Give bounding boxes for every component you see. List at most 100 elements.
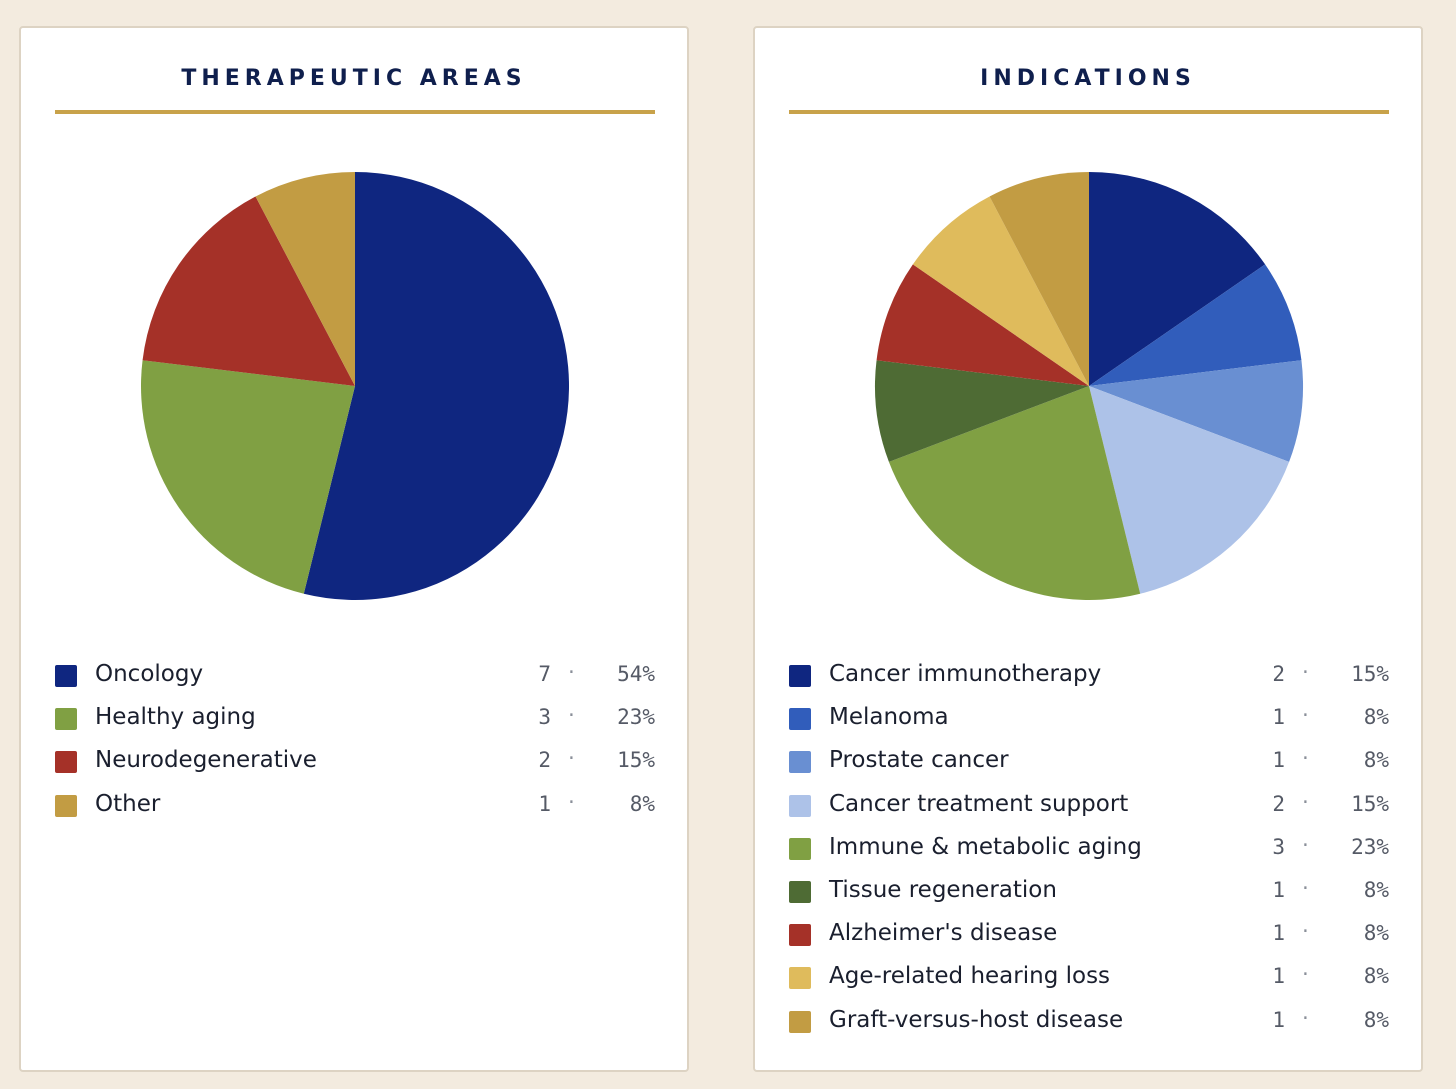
legend-label: Graft-versus-host disease bbox=[829, 1006, 1124, 1033]
legend-label: Healthy aging bbox=[95, 704, 256, 731]
legend-swatch bbox=[55, 665, 77, 687]
legend-percent: 8% bbox=[629, 791, 655, 816]
legend-separator: · bbox=[1300, 1007, 1311, 1029]
legend-separator: · bbox=[566, 662, 577, 683]
legend-swatch bbox=[55, 708, 77, 731]
legend-item: Alzheimer's disease 1 · 8% bbox=[789, 915, 1389, 958]
legend-swatch bbox=[789, 837, 811, 860]
legend-swatch bbox=[789, 708, 811, 731]
legend-swatch bbox=[55, 794, 77, 817]
legend-label: Oncology bbox=[95, 661, 204, 687]
legend-separator: · bbox=[1300, 791, 1311, 813]
legend-label: Cancer immunotherapy bbox=[829, 661, 1102, 687]
legend-swatch bbox=[789, 880, 811, 903]
therapeutic-areas-legend: Oncology 7 · 54% Healthy aging 3 · 23% Neurodege… bbox=[55, 656, 655, 829]
legend-separator: · bbox=[1300, 834, 1311, 856]
legend-swatch bbox=[789, 967, 811, 990]
legend-item: Healthy aging 3 · 23% bbox=[55, 699, 655, 742]
legend-count: 1 bbox=[1272, 877, 1285, 902]
legend-label: Melanoma bbox=[829, 704, 949, 731]
therapeutic-areas-pie bbox=[141, 172, 570, 601]
legend-item: Neurodegenerative 2 · 15% bbox=[55, 742, 655, 785]
legend-count: 3 bbox=[538, 705, 551, 730]
legend-swatch bbox=[789, 1010, 811, 1033]
legend-label: Prostate cancer bbox=[829, 747, 1009, 774]
legend-item: Immune & metabolic aging 3 · 23% bbox=[789, 829, 1389, 872]
legend-label: Neurodegenerative bbox=[95, 747, 317, 774]
pie-slice-melanoma bbox=[1089, 264, 1302, 386]
legend-count: 1 bbox=[1272, 1007, 1285, 1032]
legend-swatch bbox=[789, 924, 811, 947]
pie-slice-alzheimer-s-disease bbox=[876, 264, 1089, 386]
legend-separator: · bbox=[566, 705, 577, 727]
legend-percent: 8% bbox=[1363, 964, 1389, 989]
legend-count: 3 bbox=[1272, 834, 1285, 859]
legend-percent: 15% bbox=[1351, 791, 1389, 816]
legend-percent: 23% bbox=[1351, 834, 1389, 859]
pie-slice-cancer-immunotherapy bbox=[1089, 172, 1266, 386]
legend-count: 2 bbox=[538, 748, 551, 773]
pie-slice-graft-versus-host-disease bbox=[989, 172, 1089, 386]
legend-item: Tissue regeneration 1 · 8% bbox=[789, 872, 1389, 915]
legend-label: Cancer treatment support bbox=[829, 790, 1129, 817]
legend-count: 1 bbox=[1272, 921, 1285, 946]
therapeutic-areas-card: THERAPEUTIC AREAS Oncology 7 · 54% Healthy a… bbox=[19, 26, 689, 1072]
legend-separator: · bbox=[566, 791, 577, 813]
legend-separator: · bbox=[1300, 662, 1311, 683]
legend-percent: 8% bbox=[1363, 748, 1389, 773]
legend-swatch bbox=[789, 751, 811, 774]
title-underline bbox=[55, 110, 655, 114]
pie-slice-cancer-treatment-support bbox=[1089, 386, 1290, 594]
legend-item: Other 1 · 8% bbox=[55, 786, 655, 829]
legend-count: 2 bbox=[1272, 662, 1285, 686]
legend-label: Alzheimer's disease bbox=[829, 920, 1058, 947]
legend-swatch bbox=[789, 665, 811, 687]
legend-label: Age-related hearing loss bbox=[829, 963, 1111, 990]
legend-item: Graft-versus-host disease 1 · 8% bbox=[789, 1002, 1389, 1045]
pie-slice-age-related-hearing-loss bbox=[912, 196, 1089, 386]
legend-count: 1 bbox=[1272, 705, 1285, 730]
pie-slice-tissue-regeneration bbox=[875, 360, 1089, 462]
card-title: THERAPEUTIC AREAS bbox=[181, 66, 527, 91]
legend-separator: · bbox=[1300, 877, 1311, 899]
legend-percent: 8% bbox=[1363, 705, 1389, 730]
legend-swatch bbox=[55, 751, 77, 774]
legend-item: Prostate cancer 1 · 8% bbox=[789, 742, 1389, 785]
pie-slice-other bbox=[255, 172, 355, 386]
indications-pie bbox=[875, 172, 1303, 600]
legend-percent: 54% bbox=[617, 662, 655, 686]
legend-percent: 8% bbox=[1363, 877, 1389, 902]
legend-count: 1 bbox=[1272, 964, 1285, 989]
legend-swatch bbox=[789, 794, 811, 817]
card-title: INDICATIONS bbox=[980, 66, 1196, 91]
legend-count: 2 bbox=[1272, 791, 1285, 816]
pie-slice-immune-metabolic-aging bbox=[888, 386, 1141, 600]
legend-item: Oncology 7 · 54% bbox=[55, 656, 655, 699]
indications-card: INDICATIONS Cancer immunotherapy 2 · 15% Mel… bbox=[753, 26, 1423, 1072]
legend-separator: · bbox=[1300, 964, 1311, 986]
legend-count: 1 bbox=[1272, 748, 1285, 773]
legend-count: 7 bbox=[538, 662, 551, 686]
legend-percent: 8% bbox=[1363, 1007, 1389, 1032]
legend-percent: 15% bbox=[617, 748, 655, 773]
legend-separator: · bbox=[1300, 921, 1311, 943]
pie-slice-prostate-cancer bbox=[1089, 360, 1303, 462]
legend-separator: · bbox=[1300, 748, 1311, 770]
indications-legend: Cancer immunotherapy 2 · 15% Melanoma 1 · 8% Pro… bbox=[789, 656, 1389, 1045]
pie-slice-oncology bbox=[303, 172, 570, 601]
pie-slice-neurodegenerative bbox=[142, 196, 355, 386]
legend-percent: 8% bbox=[1363, 921, 1389, 946]
legend-percent: 15% bbox=[1351, 662, 1389, 686]
legend-count: 1 bbox=[538, 791, 551, 816]
legend-label: Tissue regeneration bbox=[829, 876, 1057, 903]
legend-separator: · bbox=[566, 748, 577, 770]
legend-label: Immune & metabolic aging bbox=[829, 833, 1142, 860]
legend-separator: · bbox=[1300, 705, 1311, 727]
legend-item: Melanoma 1 · 8% bbox=[789, 699, 1389, 742]
legend-item: Cancer immunotherapy 2 · 15% bbox=[789, 656, 1389, 699]
legend-percent: 23% bbox=[617, 705, 655, 730]
legend-label: Other bbox=[95, 790, 161, 817]
pie-slice-healthy-aging bbox=[141, 360, 355, 594]
legend-item: Age-related hearing loss 1 · 8% bbox=[789, 958, 1389, 1001]
legend-item: Cancer treatment support 2 · 15% bbox=[789, 786, 1389, 829]
